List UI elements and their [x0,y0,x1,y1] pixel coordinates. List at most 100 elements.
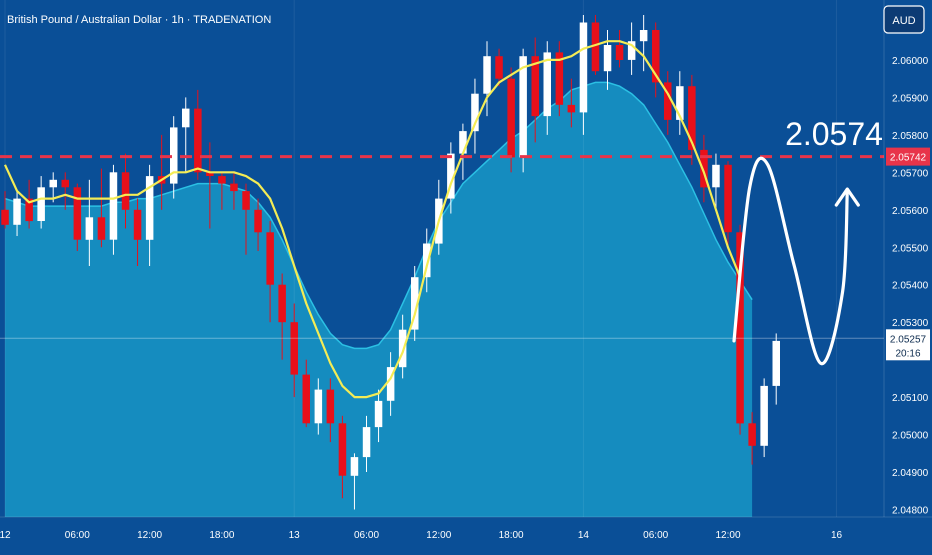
candle [567,78,576,128]
y-tick-label: 2.04800 [892,506,929,517]
candle-body [338,423,347,476]
candle-body [555,52,564,105]
x-tick-label: 14 [578,530,590,541]
candle-body [121,172,130,210]
candle-body [386,367,395,401]
candle-body [652,30,660,83]
candle-body [567,104,576,113]
band-area [4,81,753,518]
candle [652,22,660,98]
candle [411,265,419,341]
candle [302,359,310,428]
session-separators [4,0,837,517]
candle [423,228,431,293]
candle-body [700,149,708,188]
candle [278,273,286,360]
candle [182,97,190,173]
band-edge [4,81,753,350]
candle-body [61,179,69,188]
candle [760,378,768,458]
y-tick-label: 2.05100 [892,393,929,404]
candle [603,29,612,90]
candle [1,191,9,229]
x-tick-label: 18:00 [499,530,524,541]
candle [398,314,407,379]
candle-body [736,232,744,424]
projection-path [732,156,849,366]
currency-badge[interactable]: AUD [883,5,925,34]
candle [700,134,708,203]
candle [543,41,551,135]
ma-line [4,40,742,399]
candle-body [290,322,298,375]
candle-body [447,153,455,199]
candle [49,172,57,203]
target-price-badge: 2.05742 [886,147,930,166]
candle-body [579,22,588,113]
candle [495,48,503,87]
candle-body [25,198,33,222]
candle-body [37,187,45,221]
candle-body [362,427,371,458]
candle-body [350,457,359,476]
candle [37,176,45,229]
x-axis-background [0,517,932,550]
candle [230,172,238,210]
candle [61,172,69,210]
target-price-label: 2.0574 [785,116,883,152]
candle [447,142,455,214]
candle-body [772,340,780,386]
projection-arrowhead [834,187,860,207]
candle-body [13,198,21,225]
candle [664,71,672,135]
candle-body [230,183,238,192]
candle [314,378,323,435]
x-tick-label: 12:00 [137,530,162,541]
y-tick-label: 2.05600 [892,206,929,217]
y-tick-label: 2.06000 [892,56,929,67]
candle [290,303,298,398]
candle-body [326,389,335,424]
candle [724,161,732,248]
chart-title: British Pound / Australian Dollar · 1h ·… [7,14,271,26]
candle-body [314,389,323,424]
y-tick-label: 2.05000 [892,431,929,442]
x-tick-label: 13 [289,530,301,541]
candle-body [519,56,527,158]
candle-body [760,385,768,446]
candle [133,198,142,266]
candle [121,153,130,229]
candle-body [170,127,178,184]
y-tick-label: 2.05800 [892,131,929,142]
candle [218,172,226,210]
candle [326,378,335,443]
candle-body [615,45,624,60]
candle-body [507,78,515,158]
bar-countdown-label: 20:16 [895,348,920,359]
y-tick-label: 2.05700 [892,168,929,179]
candle [13,191,21,237]
candle [350,453,359,510]
current-price-badge-bg [886,329,930,361]
candle [676,71,684,135]
band-fill [5,82,753,518]
candle-body [218,176,226,184]
candle [242,183,250,255]
candle [712,153,720,210]
candle-body [194,108,202,173]
x-tick-label: 18:00 [209,530,234,541]
candle-body [748,423,756,446]
candle-body [591,22,600,72]
candle-body [97,217,106,240]
candle [772,333,780,405]
candle [362,415,371,473]
y-tick-label: 2.04900 [892,468,929,479]
candle [97,168,106,248]
candle-body [85,217,94,240]
candle [483,41,491,117]
candle-body [483,56,491,94]
candle [85,179,94,266]
